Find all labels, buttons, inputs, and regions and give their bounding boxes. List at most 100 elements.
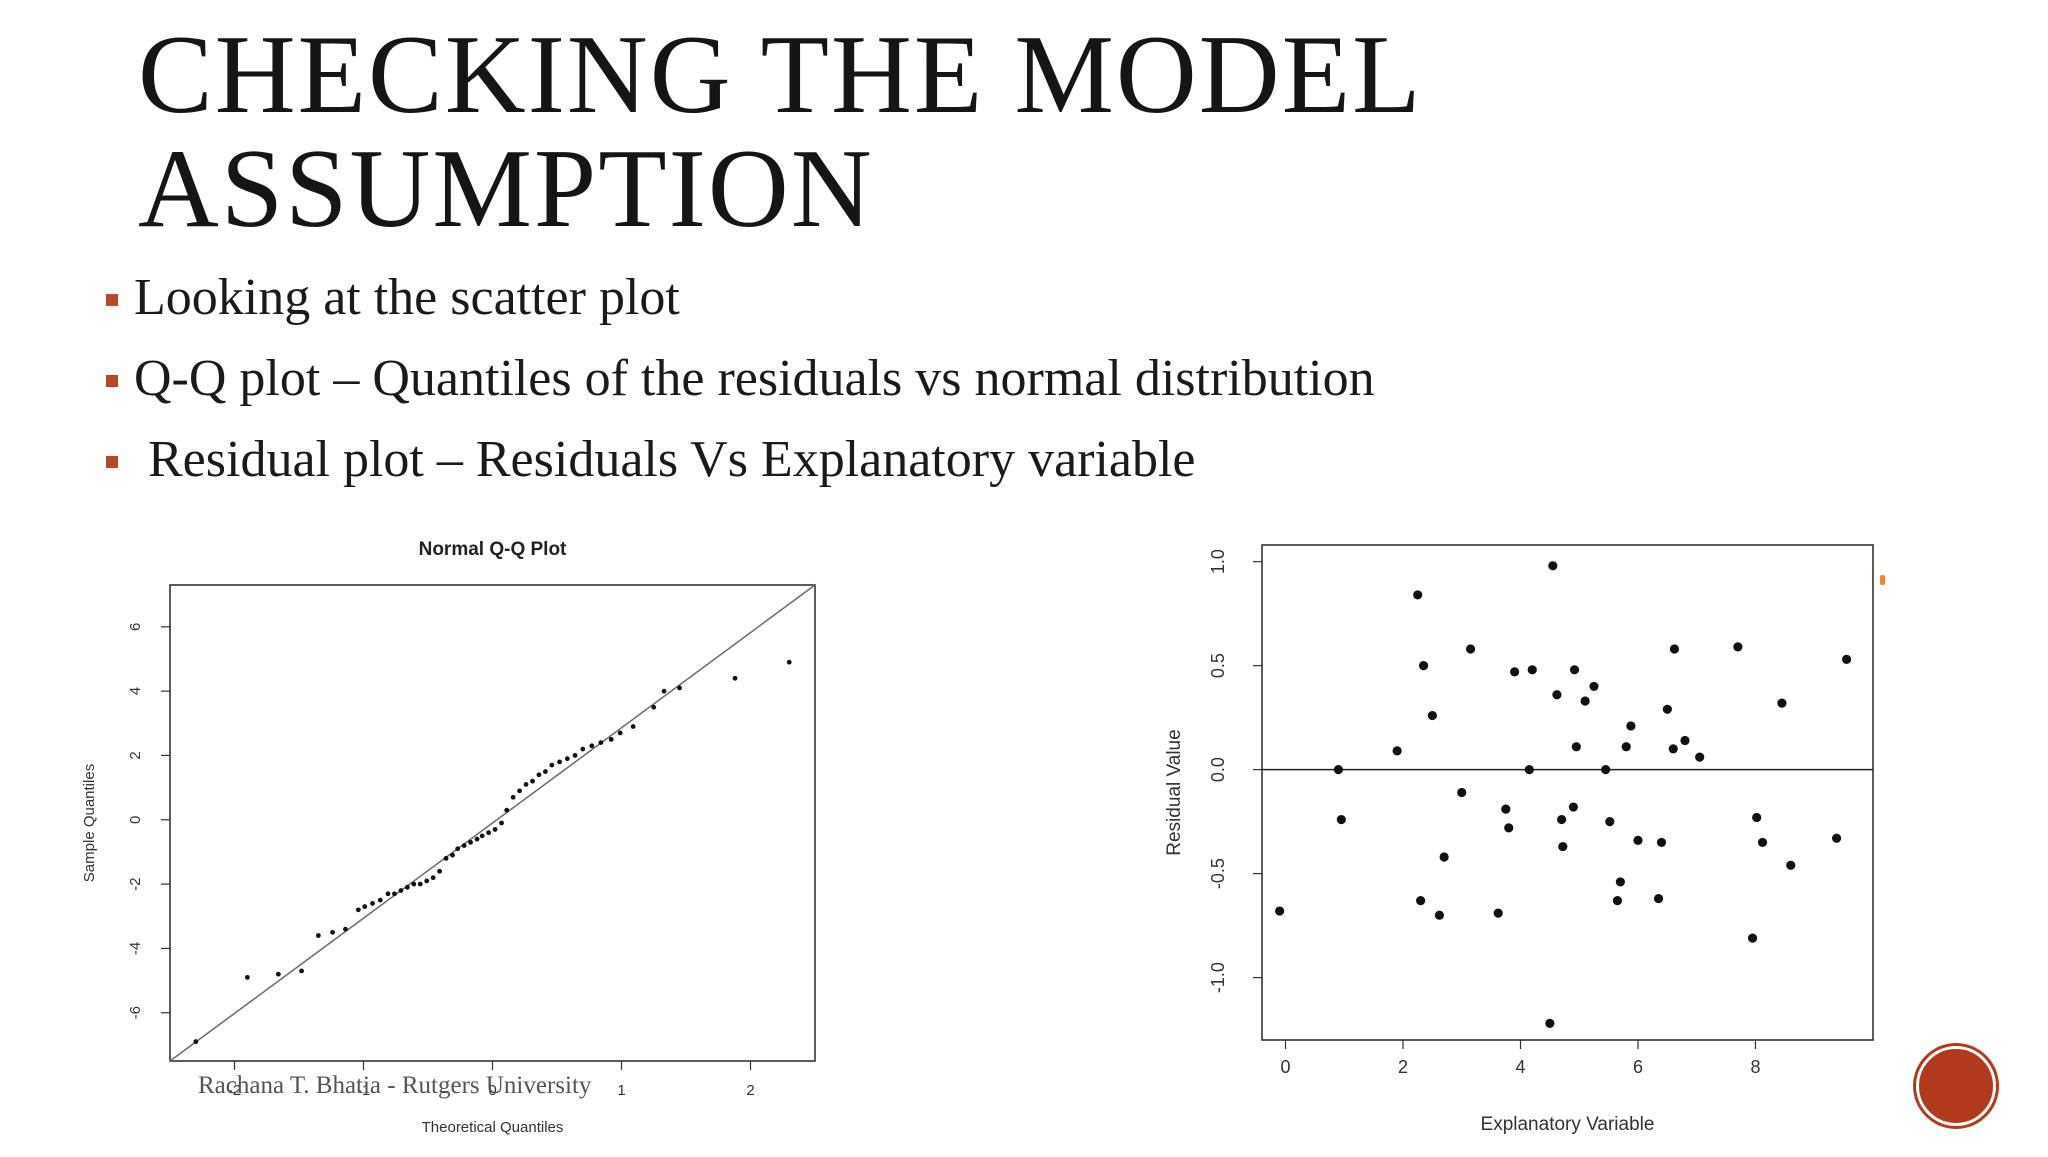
- data-point: [1558, 841, 1568, 852]
- data-point: [479, 833, 485, 839]
- data-point: [315, 933, 321, 938]
- data-point: [1752, 812, 1762, 823]
- data-point: [362, 904, 368, 910]
- data-point: [193, 1039, 199, 1045]
- data-point: [1510, 667, 1520, 677]
- bullet-square-icon: [106, 375, 118, 387]
- data-point: [424, 878, 430, 884]
- data-point: [1568, 802, 1578, 812]
- x-tick-label: 6: [1633, 1057, 1643, 1077]
- chart-title: Normal Q-Q Plot: [419, 539, 567, 560]
- data-point: [492, 827, 498, 832]
- slide-title-line1: CHECKING THE MODEL: [138, 13, 1423, 137]
- data-point: [468, 839, 473, 845]
- x-axis-label: Explanatory Variable: [1481, 1114, 1655, 1135]
- data-point: [732, 675, 738, 681]
- data-point: [437, 868, 443, 874]
- bullet-square-icon: [106, 456, 118, 468]
- bullet-list: Looking at the scatter plot Q-Q plot – Q…: [104, 262, 1375, 505]
- data-point: [1413, 590, 1423, 600]
- qq-plot-svg: Normal Q-Q Plot -2 -1 0 1 2 -6 -4 -2 0 2 4 6 Theoreti…: [81, 539, 816, 1136]
- data-point: [1633, 835, 1643, 845]
- data-point: [461, 843, 467, 848]
- data-point: [1333, 765, 1343, 775]
- data-point: [417, 881, 423, 887]
- data-point: [1427, 710, 1437, 721]
- x-tick-label: 4: [1515, 1057, 1525, 1077]
- data-point: [630, 724, 636, 729]
- data-point: [1569, 665, 1580, 675]
- circle-nav-icon[interactable]: [1916, 1046, 1996, 1126]
- bullet-text: Looking at the scatter plot: [134, 269, 680, 326]
- data-point: [455, 846, 461, 852]
- data-point: [549, 762, 555, 768]
- data-point: [1493, 908, 1503, 918]
- data-point: [598, 740, 604, 745]
- residual-plot-svg: 0 2 4 6 8 -1.0 -0.5 0.0 0.5 1.0 Explanatory Variab…: [1164, 544, 1874, 1135]
- data-point: [1612, 896, 1623, 906]
- residual-plot-chart: 0 2 4 6 8 -1.0 -0.5 0.0 0.5 1.0 Explanatory Variab…: [1140, 520, 1900, 1152]
- data-point: [1733, 642, 1743, 652]
- data-point: [1439, 852, 1449, 862]
- x-tick-label: 2: [746, 1082, 754, 1099]
- data-point: [1527, 665, 1537, 675]
- data-point: [542, 769, 548, 774]
- x-tick-label: -1: [357, 1082, 370, 1099]
- bullet-text: Residual plot – Residuals Vs Explanatory…: [148, 431, 1196, 488]
- data-point: [1680, 735, 1690, 746]
- data-point: [1605, 817, 1615, 827]
- data-point: [355, 907, 361, 913]
- data-point: [486, 830, 492, 836]
- data-point: [504, 807, 510, 813]
- data-point: [398, 888, 404, 893]
- data-point: [1757, 837, 1768, 848]
- y-axis-label: Residual Value: [1164, 729, 1185, 855]
- data-point: [572, 753, 578, 758]
- data-point: [651, 704, 657, 710]
- data-point: [580, 746, 586, 752]
- x-axis-label: Theoretical Quantiles: [422, 1119, 564, 1136]
- data-point: [275, 971, 281, 977]
- data-point: [377, 897, 383, 903]
- data-point: [536, 772, 542, 778]
- data-point: [299, 968, 304, 974]
- data-point: [1275, 906, 1285, 916]
- data-point: [385, 891, 391, 897]
- data-point: [392, 891, 397, 897]
- data-point: [330, 929, 335, 935]
- data-point: [1416, 896, 1426, 906]
- data-point: [530, 778, 535, 784]
- y-tick-label: -4: [127, 942, 144, 955]
- data-point: [1662, 704, 1672, 714]
- data-point: [589, 743, 595, 749]
- decorative-mark: [1880, 575, 1885, 585]
- x-tick-label: 0: [488, 1082, 496, 1099]
- data-point: [1418, 661, 1429, 671]
- data-point: [1653, 893, 1664, 904]
- data-point: [1601, 765, 1611, 775]
- data-point: [510, 794, 516, 800]
- x-tick-label: 0: [1280, 1057, 1290, 1077]
- data-point: [404, 884, 410, 890]
- data-point: [1747, 933, 1758, 943]
- reference-line: [169, 584, 816, 1062]
- data-point: [1621, 742, 1631, 752]
- data-point: [474, 836, 480, 842]
- data-point: [517, 788, 522, 794]
- data-point: [1786, 860, 1796, 870]
- data-point: [1669, 644, 1680, 654]
- data-point: [1571, 742, 1581, 752]
- data-point: [786, 659, 792, 665]
- data-point: [1336, 814, 1346, 825]
- data-point: [1668, 744, 1678, 754]
- data-point: [1557, 814, 1567, 825]
- data-point: [608, 736, 614, 742]
- footer-credit: Rachana T. Bhatia - Rutgers University: [198, 1072, 592, 1099]
- slide-title: CHECKING THE MODEL ASSUMPTION: [138, 18, 1638, 246]
- y-tick-label: 4: [127, 687, 144, 695]
- data-point: [1548, 561, 1558, 571]
- x-tick-label: 1: [617, 1082, 625, 1099]
- data-point: [370, 901, 375, 906]
- data-point: [1626, 721, 1636, 731]
- data-point: [1524, 765, 1534, 775]
